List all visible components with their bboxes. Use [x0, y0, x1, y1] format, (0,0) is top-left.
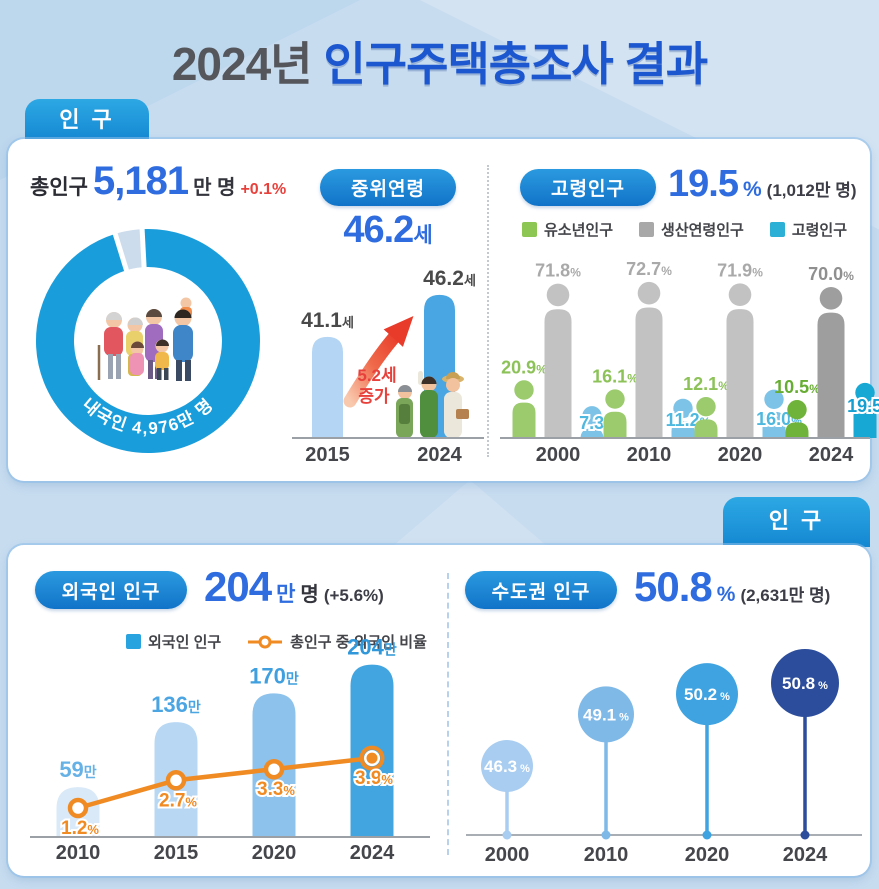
- capital-region-badge: 수도권 인구: [465, 571, 617, 609]
- svg-text:16.1%: 16.1%: [592, 366, 638, 386]
- legend-item-line: 총인구 중 외국인 비율: [247, 631, 427, 652]
- total-population-label: 총인구: [30, 176, 88, 199]
- svg-text:2020: 2020: [718, 444, 763, 466]
- age-structure-chart: 20.9%71.8%7.3%200016.1%72.7%11.2%201012.…: [500, 245, 879, 471]
- foreign-unit: 명: [300, 584, 319, 606]
- svg-text:46.2세: 46.2세: [423, 267, 476, 290]
- svg-text:136만: 136만: [151, 692, 201, 717]
- svg-text:1.2%: 1.2%: [61, 818, 99, 839]
- family-illustration: [97, 297, 193, 381]
- svg-text:2024: 2024: [783, 844, 828, 866]
- foreign-chart-legend: 외국인 인구 총인구 중 외국인 비율: [126, 631, 427, 652]
- total-population-value: 5,181: [92, 159, 189, 203]
- svg-text:증가: 증가: [358, 387, 390, 406]
- legend-item: 생산연령인구: [639, 219, 744, 240]
- vertical-divider: [447, 573, 449, 855]
- svg-text:12.1%: 12.1%: [683, 374, 729, 394]
- svg-text:2015: 2015: [154, 842, 199, 864]
- elderly-value: 19.5: [668, 163, 739, 205]
- legend-item-bar: 외국인 인구: [126, 631, 221, 652]
- svg-text:2024: 2024: [809, 444, 854, 466]
- svg-text:3.9%: 3.9%: [355, 768, 393, 789]
- legend-swatch: [639, 222, 655, 237]
- svg-text:20.9%: 20.9%: [501, 357, 547, 377]
- total-population-change: +0.1%: [240, 181, 287, 198]
- svg-text:2.7%: 2.7%: [159, 790, 197, 811]
- svg-text:2000: 2000: [485, 844, 530, 866]
- median-age-badge: 중위연령: [320, 169, 456, 206]
- farmers-illustration: [396, 371, 469, 438]
- elderly-population-headline: 19.5% (1,012만 명): [668, 163, 857, 206]
- foreign-population-chart: 59만 2010 136만 2015 170만 2020 204만 2024 1.2% 2.7% 3…: [30, 635, 430, 865]
- svg-text:71.9%: 71.9%: [717, 260, 763, 280]
- svg-text:3.3%: 3.3%: [257, 779, 295, 800]
- capital-region-chart: 46.3 % 2000 49.1 % 2010 50.2 % 2020 50.8 % 2024: [458, 649, 870, 871]
- capital-unit: %: [716, 583, 736, 606]
- legend-item: 유소년인구: [522, 219, 613, 240]
- svg-text:2010: 2010: [56, 842, 101, 864]
- title-year: 2024년: [171, 38, 313, 90]
- svg-text:41.1세: 41.1세: [301, 309, 354, 332]
- legend-item: 고령인구: [769, 219, 847, 240]
- svg-text:2020: 2020: [252, 842, 297, 864]
- legend-swatch: [126, 634, 141, 649]
- svg-text:2010: 2010: [627, 444, 672, 466]
- total-population-unit: 만 명: [193, 177, 236, 199]
- foreign-value-unit: 만: [276, 583, 296, 606]
- capital-region-headline: 50.8% (2,631만 명): [634, 563, 830, 611]
- population-card-1: 총인구 5,181 만 명 +0.1% 내국인 4,976만 명: [8, 139, 879, 481]
- svg-text:10.5%: 10.5%: [774, 377, 820, 397]
- vertical-divider: [487, 165, 489, 457]
- section-tab-population-bottom: 인 구: [723, 497, 870, 547]
- svg-text:2000: 2000: [536, 444, 581, 466]
- foreign-population-badge: 외국인 인구: [35, 571, 187, 609]
- title-main: 인구주택총조사 결과: [323, 38, 708, 90]
- elderly-note: (1,012만 명): [766, 181, 857, 200]
- median-age-unit: 세: [413, 224, 433, 247]
- svg-text:2024: 2024: [417, 444, 462, 466]
- svg-text:2020: 2020: [685, 844, 730, 866]
- svg-text:2010: 2010: [584, 844, 629, 866]
- svg-text:5.2세: 5.2세: [357, 366, 396, 385]
- legend-swatch: [769, 222, 785, 237]
- svg-text:59만: 59만: [59, 757, 96, 782]
- foreign-population-headline: 204 만 명 (+5.6%): [204, 563, 384, 611]
- foreign-change: (+5.6%): [323, 586, 384, 605]
- page-title: 2024년 인구주택총조사 결과: [0, 28, 879, 94]
- svg-text:2015: 2015: [305, 444, 350, 466]
- svg-text:170만: 170만: [249, 663, 299, 688]
- capital-note: (2,631만 명): [740, 586, 831, 605]
- legend-swatch: [522, 222, 537, 237]
- section-tab-population-top: 인 구: [25, 99, 149, 141]
- median-age-headline: 46.2세: [308, 209, 468, 252]
- svg-text:71.8%: 71.8%: [535, 261, 581, 281]
- elderly-unit: %: [742, 178, 762, 201]
- svg-text:72.7%: 72.7%: [626, 259, 672, 279]
- svg-text:2024: 2024: [350, 842, 395, 864]
- foreign-value: 204: [204, 563, 272, 610]
- domestic-population-donut-chart: 내국인 4,976만 명: [28, 217, 268, 467]
- svg-text:19.5%: 19.5%: [847, 396, 879, 416]
- total-population-headline: 총인구 5,181 만 명 +0.1%: [30, 159, 286, 204]
- population-card-2: 외국인 인구 204 만 명 (+5.6%) 외국인 인구 총인구 중 외국인 비율…: [8, 545, 870, 876]
- elderly-population-badge: 고령인구: [520, 169, 656, 206]
- line-marker-icon: [248, 635, 283, 648]
- svg-text:70.0%: 70.0%: [808, 264, 854, 284]
- median-age-value: 46.2: [343, 209, 414, 251]
- age-structure-legend: 유소년인구 생산연령인구 고령인구: [522, 219, 847, 240]
- capital-value: 50.8: [634, 563, 713, 610]
